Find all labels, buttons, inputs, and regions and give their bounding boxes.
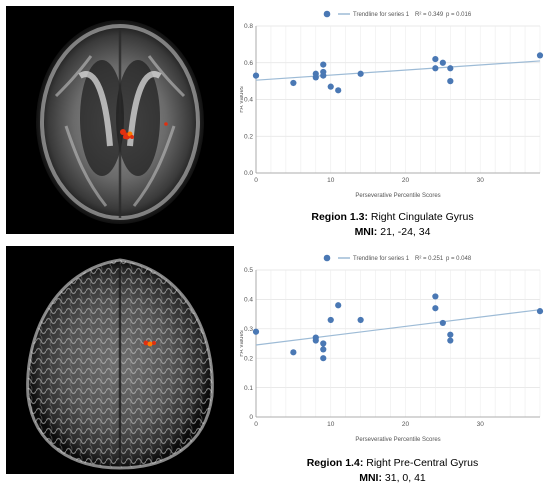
legend-p-label-2: p = 0.048 (446, 256, 472, 262)
data-point-2-9 (357, 316, 364, 324)
region-name-2: Right Pre-Central Gyrus (366, 457, 479, 469)
data-point-2-11 (432, 305, 439, 312)
y-tick-label-2-1: 0.1 (244, 385, 253, 392)
data-point-1-14 (447, 78, 454, 85)
region-caption-2: Region 1.4: Right Pre-Central Gyrus MNI:… (240, 456, 545, 486)
x-axis-label-1: Perseverative Percentile Scores (355, 193, 440, 199)
y-tick-label-2-0: 0 (249, 414, 253, 421)
region-line-2: Region 1.4: Right Pre-Central Gyrus (240, 456, 545, 471)
scatter-chart-1-svg: Trendline for series 1 R² = 0.349 p = 0.01… (240, 10, 544, 199)
data-point-1-8 (335, 87, 342, 94)
data-point-1-13 (447, 65, 454, 72)
y-axis-label-2: FA Values (240, 330, 245, 357)
data-point-1-6 (320, 61, 327, 68)
brain-scan-image-1 (6, 6, 234, 234)
brain-scan-graphic-2 (6, 246, 234, 474)
y-axis-label-1: FA Values (240, 86, 245, 113)
chart-grid-2 (255, 269, 541, 418)
y-tick-label-1-0: 0.0 (244, 170, 253, 177)
legend-series-label-2: Trendline for series 1 (353, 256, 410, 262)
x-axis-label-2: Perseverative Percentile Scores (355, 437, 440, 443)
x-tick-label-1-3: 30 (477, 177, 485, 184)
chart-grid-1 (255, 25, 541, 174)
y-tick-label-1-2: 0.4 (244, 97, 253, 104)
data-point-2-0 (252, 328, 260, 335)
legend-r2-label-1: R² = 0.349 (415, 12, 444, 18)
x-tick-label-1-1: 10 (327, 177, 335, 184)
x-tick-label-2-3: 30 (477, 421, 485, 428)
data-point-1-5 (320, 68, 327, 76)
x-tick-label-1-2: 20 (402, 177, 410, 184)
y-tick-label-2-3: 0.3 (244, 326, 253, 333)
data-point-1-7 (327, 83, 334, 90)
region-name-1: Right Cingulate Gyrus (370, 211, 474, 223)
legend-series-marker-2 (323, 254, 331, 262)
brain-highlight-cluster-1 (120, 122, 168, 140)
trendline-1 (255, 60, 541, 81)
data-point-1-11 (432, 65, 439, 72)
data-point-2-4 (320, 340, 327, 347)
brain-scan-image-2 (6, 246, 234, 474)
data-point-2-15 (536, 308, 544, 315)
data-point-1-12 (439, 59, 446, 66)
y-tick-label-1-4: 0.8 (244, 23, 253, 30)
data-point-2-5 (320, 346, 327, 353)
scatter-chart-1: Trendline for series 1 R² = 0.349 p = 0.01… (240, 2, 545, 207)
y-tick-label-2-2: 0.2 (244, 355, 253, 362)
region-label-1: Region 1.3: (311, 211, 368, 223)
x-tick-label-2-2: 20 (402, 421, 410, 428)
data-point-1-9 (357, 70, 364, 77)
data-point-2-8 (335, 302, 342, 309)
y-tick-label-1-1: 0.2 (244, 133, 253, 140)
data-point-2-7 (327, 316, 334, 324)
data-point-1-0 (252, 72, 260, 79)
scatter-chart-2: Trendline for series 1 R² = 0.251 p = 0.04… (240, 246, 545, 451)
data-point-2-10 (432, 293, 439, 300)
region-line-1: Region 1.3: Right Cingulate Gyrus (240, 210, 545, 225)
chart-legend-1: Trendline for series 1 R² = 0.349 p = 0.01… (323, 10, 472, 18)
x-tick-label-1-0: 0 (254, 177, 258, 184)
x-tick-label-2-1: 10 (327, 421, 335, 428)
region-caption-1: Region 1.3: Right Cingulate Gyrus MNI: 2… (240, 210, 545, 240)
data-point-1-15 (536, 52, 544, 59)
brain-highlight-cluster-2 (143, 340, 156, 347)
data-point-2-3 (312, 334, 319, 341)
legend-series-label-1: Trendline for series 1 (353, 12, 410, 18)
mni-label-2: MNI: (359, 472, 382, 484)
y-tick-label-1-3: 0.6 (244, 60, 253, 67)
mni-line-1: MNI: 21, -24, 34 (240, 225, 545, 240)
data-point-2-1 (290, 349, 297, 356)
data-point-1-10 (432, 55, 439, 63)
y-tick-label-2-4: 0.4 (244, 297, 253, 304)
region-label-2: Region 1.4: (306, 457, 364, 469)
mni-label-1: MNI: (354, 226, 378, 238)
data-point-2-13 (447, 331, 454, 338)
data-point-1-1 (290, 79, 297, 87)
data-point-1-3 (312, 70, 319, 77)
legend-series-marker-1 (323, 10, 331, 18)
mni-value-1: 21, -24, 34 (380, 226, 431, 238)
brain-scan-graphic-1 (6, 6, 234, 234)
chart-legend-2: Trendline for series 1 R² = 0.251 p = 0.04… (323, 254, 472, 262)
trendline-2 (255, 309, 541, 346)
legend-p-label-1: p = 0.016 (446, 12, 472, 18)
data-point-2-14 (447, 337, 454, 344)
data-point-2-6 (320, 355, 327, 362)
scatter-chart-2-svg: Trendline for series 1 R² = 0.251 p = 0.04… (240, 254, 544, 443)
mni-line-2: MNI: 31, 0, 41 (240, 471, 545, 486)
mni-value-2: 31, 0, 41 (384, 472, 426, 484)
data-point-2-12 (439, 319, 446, 327)
legend-r2-label-2: R² = 0.251 (415, 256, 444, 262)
x-tick-label-2-0: 0 (254, 421, 258, 428)
y-tick-label-2-5: 0.5 (244, 267, 253, 274)
